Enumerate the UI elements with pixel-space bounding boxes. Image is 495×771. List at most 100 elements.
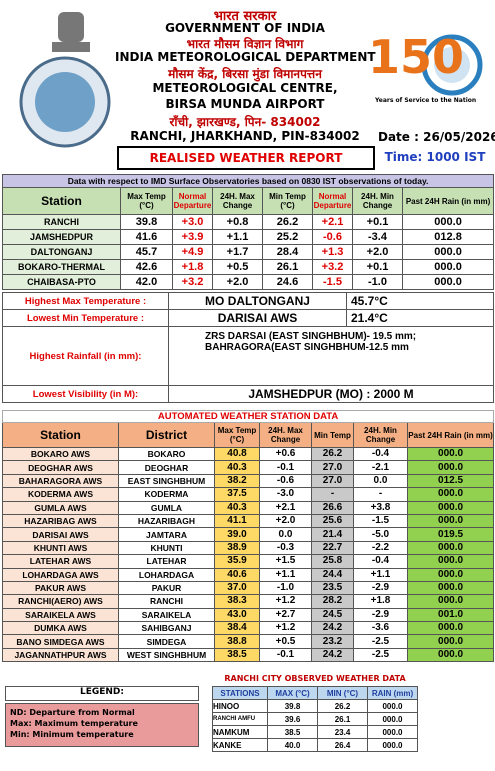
aws-row: DUMKA AWS SAHIBGANJ 38.4 +1.2 24.2 -3.6 000.0	[2, 621, 495, 636]
aws-row: DARISAI AWS JAMTARA 39.0 0.0 21.4 -5.0 019.5	[2, 527, 495, 542]
cell: -1.0	[259, 580, 312, 596]
cell: GUMLA AWS	[2, 500, 119, 515]
cell: NAMKUM	[212, 725, 268, 739]
cell: 38.3	[214, 594, 260, 609]
cell: JAGANNATHPUR AWS	[2, 647, 119, 663]
cell: -0.3	[259, 540, 312, 556]
column-header: Normal Departure	[312, 187, 353, 215]
hindi-address: राँची, झारखण्ड, पिन- 834002	[169, 115, 321, 129]
cell: +0.1	[352, 259, 403, 275]
cell: DEOGHAR	[118, 460, 215, 475]
cell: 000.0	[406, 554, 495, 569]
cell: -0.6	[312, 229, 353, 245]
logo-tagline: Years of Service to the Nation	[375, 97, 477, 104]
cell: +3.8	[353, 500, 408, 515]
cell: HINOO	[212, 699, 268, 713]
dept: INDIA METEOROLOGICAL DEPARTMENT	[115, 50, 376, 64]
centre: METEOROLOGICAL CENTRE,	[152, 81, 338, 95]
cell: BOKARO-THERMAL	[2, 259, 121, 275]
cell: -5.0	[353, 527, 408, 542]
aws-row: JAGANNATHPUR AWS WEST SINGHBHUM 38.5 -0.1 24…	[2, 647, 495, 663]
column-header: Normal Departure	[172, 187, 213, 215]
column-header: Min Temp	[311, 422, 354, 448]
cell: RANCHI	[118, 594, 215, 609]
cell: DARISAI AWS	[2, 527, 119, 542]
summary-label: Lowest Min Temperature :	[2, 309, 169, 327]
cell: -2.5	[353, 634, 408, 649]
emblem	[52, 12, 90, 52]
column-header: 24H. Max Change	[259, 422, 312, 448]
cell: 26.4	[317, 738, 368, 752]
summary-label: Highest Rainfall (in mm):	[2, 326, 169, 386]
legend-body: ND: Departure from Normal Max: Maximum te…	[5, 703, 199, 747]
cell: KODERMA AWS	[2, 487, 119, 502]
cell: 27.0	[311, 460, 354, 475]
cell: +0.1	[352, 214, 403, 230]
cell: +2.0	[352, 244, 403, 260]
cell: -3.6	[353, 621, 408, 636]
cell: BAHARAGORA AWS	[2, 473, 119, 489]
cell: 001.0	[406, 607, 495, 623]
time: Time: 1000 IST	[384, 150, 486, 164]
legend-line: ND: Departure from Normal	[10, 708, 135, 717]
gov: GOVERNMENT OF INDIA	[165, 21, 325, 35]
summary-value: ZRS DARSAI (EAST SINGHBHUM)- 19.5 mm; BAH…	[168, 326, 494, 386]
cell: -2.9	[353, 580, 408, 596]
cell: +1.8	[353, 594, 408, 609]
cell: 28.2	[311, 594, 354, 609]
airport: BIRSA MUNDA AIRPORT	[165, 97, 325, 111]
aws-title: AUTOMATED WEATHER STATION DATA	[1, 410, 495, 423]
cell: 27.0	[311, 473, 354, 489]
cell: 000.0	[406, 500, 495, 515]
cell: 0.0	[259, 527, 312, 542]
cell: 42.0	[120, 274, 173, 290]
cell: 000.0	[406, 446, 495, 462]
cell: 40.6	[214, 567, 260, 582]
cell: +3.2	[312, 259, 353, 275]
cell: 000.0	[406, 647, 495, 663]
cell: RANCHI AMFU	[212, 712, 268, 726]
cell: +1.1	[212, 229, 263, 245]
cell: +2.1	[259, 500, 312, 515]
cell: 000.0	[401, 274, 495, 290]
cell: PAKUR AWS	[2, 580, 119, 596]
cell: JAMSHEDPUR	[2, 229, 121, 245]
legend-title: LEGEND:	[5, 686, 199, 701]
cell: 42.6	[120, 259, 173, 275]
cell: 40.0	[267, 738, 318, 752]
cell: +4.9	[172, 244, 213, 260]
cell: 000.0	[406, 621, 495, 636]
aws-row: HAZARIBAG AWS HAZARIBAGH 41.1 +2.0 25.6 -1.5 0…	[2, 513, 495, 529]
summary-row: Lowest Visibility (in M): JAMSHEDPUR (MO)…	[2, 385, 494, 403]
aws-header-row: Station District Max Temp (°C) 24H. Max Cha…	[2, 422, 495, 448]
column-header: 24H. Min Change	[353, 422, 408, 448]
cell: SARAIKELA	[118, 607, 215, 623]
legend-line: Min: Minimum temperature	[10, 730, 134, 739]
cell: 019.5	[406, 527, 495, 542]
cell: 000.0	[367, 699, 418, 713]
cell: -	[311, 487, 354, 502]
cell: 39.8	[120, 214, 173, 230]
column-header: MAX (°C)	[267, 686, 318, 700]
column-header: MIN (°C)	[317, 686, 368, 700]
cell: RANCHI	[2, 214, 121, 230]
cell: BANO SIMDEGA AWS	[2, 634, 119, 649]
cell: 24.5	[311, 607, 354, 623]
cell: 0.0	[353, 473, 408, 489]
cell: +3.9	[172, 229, 213, 245]
cell: 43.0	[214, 607, 260, 623]
cell: CHAIBASA-PTO	[2, 274, 121, 290]
cell: -0.6	[259, 473, 312, 489]
aws-row: PAKUR AWS PAKUR 37.0 -1.0 23.5 -2.9 000.0	[2, 580, 495, 596]
cell: 000.0	[406, 634, 495, 649]
cell: HAZARIBAG AWS	[2, 513, 119, 529]
hindi-gov: भारत सरकार	[213, 9, 277, 24]
column-header: 24H. Min Change	[352, 187, 403, 215]
column-header: District	[118, 422, 215, 448]
cell: 40.3	[214, 500, 260, 515]
cell: -2.9	[353, 607, 408, 623]
cell: -2.2	[353, 540, 408, 556]
summary-row: Highest Max Temperature : MO DALTONGANJ 45…	[2, 292, 494, 310]
cell: 26.1	[262, 259, 313, 275]
